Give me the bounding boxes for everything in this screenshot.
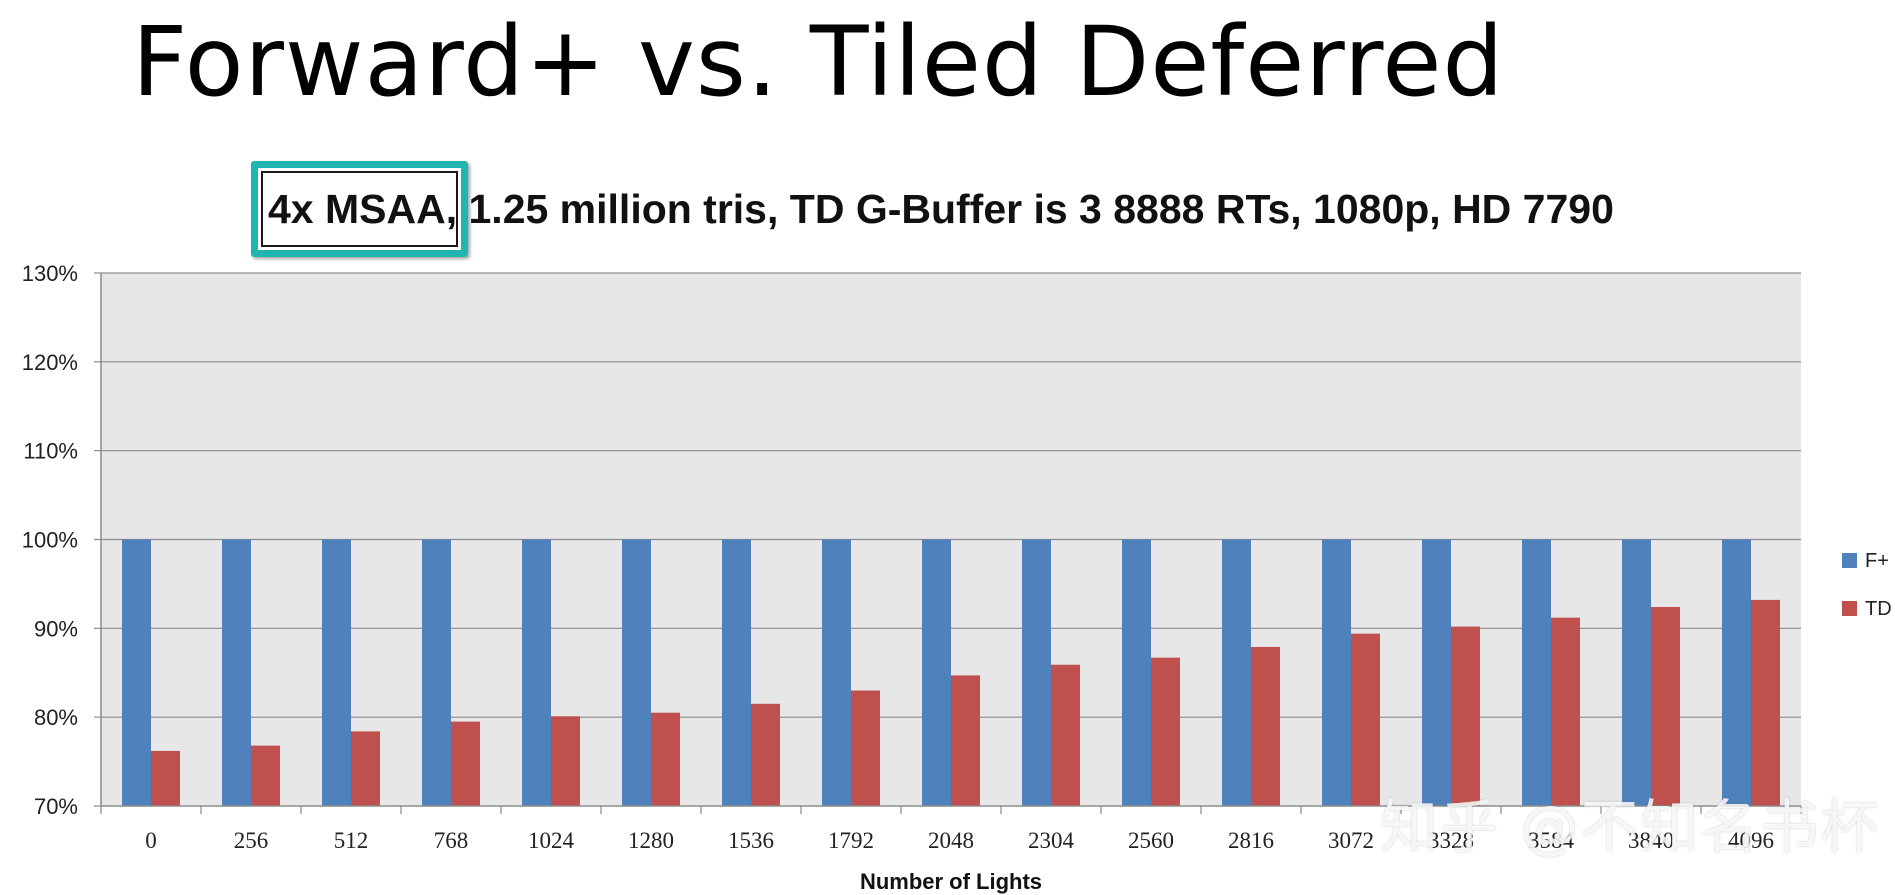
x-tick-label: 2304: [1028, 828, 1075, 853]
x-tick-labels: 0 256 512 768 1024 1280 1536 1792 2048 2304 2560 28…: [100, 806, 1802, 853]
x-tick-label: 3072: [1328, 828, 1374, 853]
legend: F+ TD: [1842, 550, 1892, 620]
x-tick-label: 1536: [728, 828, 774, 853]
bar-f-256: [222, 539, 251, 806]
bar-td-3840: [1651, 607, 1680, 806]
x-tick-label: 4096: [1728, 828, 1774, 853]
bar-td-4096: [1751, 599, 1780, 806]
bar-td-1024: [551, 716, 580, 806]
bars: [122, 539, 1780, 806]
bar-td-768: [451, 721, 480, 806]
legend-swatch-td: [1842, 601, 1857, 616]
x-axis-label: Number of Lights: [860, 869, 1042, 894]
bar-f-2304: [1022, 539, 1051, 806]
y-tick-label: 80%: [34, 705, 78, 730]
bar-td-512: [351, 731, 380, 806]
msaa-highlight-box: [251, 161, 468, 257]
bar-f-3840: [1622, 539, 1651, 806]
bar-f-1536: [722, 539, 751, 806]
legend-label: F+: [1865, 550, 1889, 572]
y-tick-label: 70%: [34, 794, 78, 819]
y-tick-label: 100%: [22, 528, 78, 553]
x-tick-label: 1792: [828, 828, 874, 853]
x-tick-label: 0: [145, 828, 157, 853]
legend-label: TD: [1865, 598, 1892, 620]
x-tick-label: 256: [234, 828, 269, 853]
bar-td-2816: [1251, 646, 1280, 806]
bar-td-0: [151, 750, 180, 806]
bar-td-1280: [651, 712, 680, 806]
x-tick-label: 2048: [928, 828, 974, 853]
bar-f-1792: [822, 539, 851, 806]
x-tick-label: 768: [434, 828, 469, 853]
x-tick-label: 3328: [1428, 828, 1474, 853]
bar-f-4096: [1722, 539, 1751, 806]
bar-f-3584: [1522, 539, 1551, 806]
y-tick-label: 130%: [22, 261, 78, 286]
bar-td-3584: [1551, 617, 1580, 806]
bar-f-0: [122, 539, 151, 806]
x-tick-label: 2816: [1228, 828, 1274, 853]
bar-f-2048: [922, 539, 951, 806]
bar-f-3328: [1422, 539, 1451, 806]
x-tick-label: 1280: [628, 828, 674, 853]
x-tick-label: 1024: [528, 828, 575, 853]
bar-td-3072: [1351, 633, 1380, 806]
bar-f-512: [322, 539, 351, 806]
y-tick-label: 110%: [23, 439, 78, 464]
x-tick-label: 3584: [1528, 828, 1575, 853]
x-tick-label: 512: [334, 828, 369, 853]
bar-td-1792: [851, 690, 880, 806]
watermark: 知乎 @不知名书杯: [1380, 793, 1881, 861]
bar-td-1536: [751, 703, 780, 806]
slide-title: Forward+ vs. Tiled Deferred: [132, 6, 1505, 118]
bar-f-1280: [622, 539, 651, 806]
x-tick-label: 3840: [1628, 828, 1674, 853]
bar-td-2560: [1151, 657, 1180, 806]
x-tick-label: 2560: [1128, 828, 1174, 853]
bar-f-2816: [1222, 539, 1251, 806]
bar-f-2560: [1122, 539, 1151, 806]
bar-td-256: [251, 745, 280, 806]
bar-td-2304: [1051, 664, 1080, 806]
bar-f-1024: [522, 539, 551, 806]
legend-swatch-f: [1842, 553, 1857, 568]
bar-td-2048: [951, 675, 980, 806]
y-tick-label: 120%: [22, 350, 78, 375]
y-tick-label: 90%: [34, 616, 78, 641]
y-tick-labels: 70% 80% 90% 100% 110% 120% 130%: [22, 261, 101, 819]
bar-td-3328: [1451, 626, 1480, 806]
bar-f-768: [422, 539, 451, 806]
bar-f-3072: [1322, 539, 1351, 806]
chart-title: 4x MSAA, 1.25 million tris, TD G-Buffer …: [268, 186, 1614, 232]
